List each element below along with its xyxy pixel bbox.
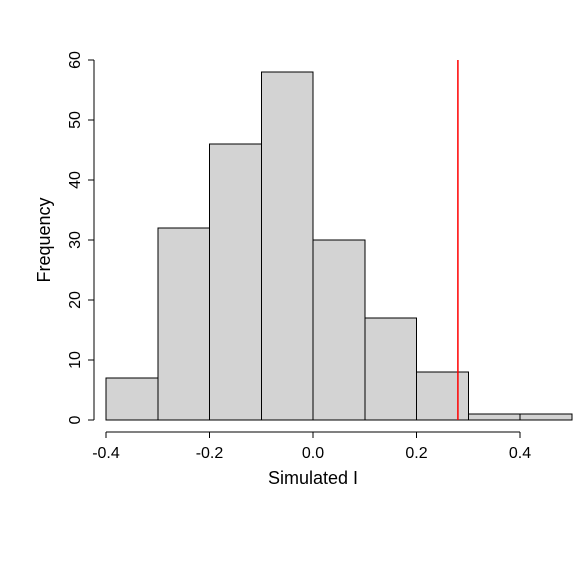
chart-svg: -0.4 -0.2 0.0 0.2 0.4 Simulated I 0 10 20 30 40 50 6… <box>0 0 576 576</box>
x-tick-label: -0.4 <box>92 445 120 462</box>
y-tick-label: 10 <box>67 351 84 369</box>
histogram-bar <box>106 378 158 420</box>
histogram-bar <box>158 228 210 420</box>
y-axis-label: Frequency <box>34 197 54 282</box>
histogram-bar <box>365 318 417 420</box>
y-tick-label: 40 <box>67 171 84 189</box>
y-tick-label: 0 <box>67 415 84 424</box>
histogram-bar <box>210 144 262 420</box>
y-tick-label: 60 <box>67 51 84 69</box>
y-tick-label: 20 <box>67 291 84 309</box>
x-tick-label: 0.2 <box>405 445 427 462</box>
histogram-chart: -0.4 -0.2 0.0 0.2 0.4 Simulated I 0 10 20 30 40 50 6… <box>0 0 576 576</box>
y-tick-label: 30 <box>67 231 84 249</box>
x-tick-label: 0.0 <box>302 445 324 462</box>
histogram-bar <box>520 414 572 420</box>
x-tick-label: -0.2 <box>196 445 224 462</box>
x-axis-label: Simulated I <box>268 468 358 488</box>
x-tick-label: 0.4 <box>509 445 531 462</box>
histogram-bar <box>313 240 365 420</box>
histogram-bar <box>417 372 469 420</box>
histogram-bar <box>261 72 313 420</box>
histogram-bar <box>468 414 520 420</box>
y-tick-label: 50 <box>67 111 84 129</box>
